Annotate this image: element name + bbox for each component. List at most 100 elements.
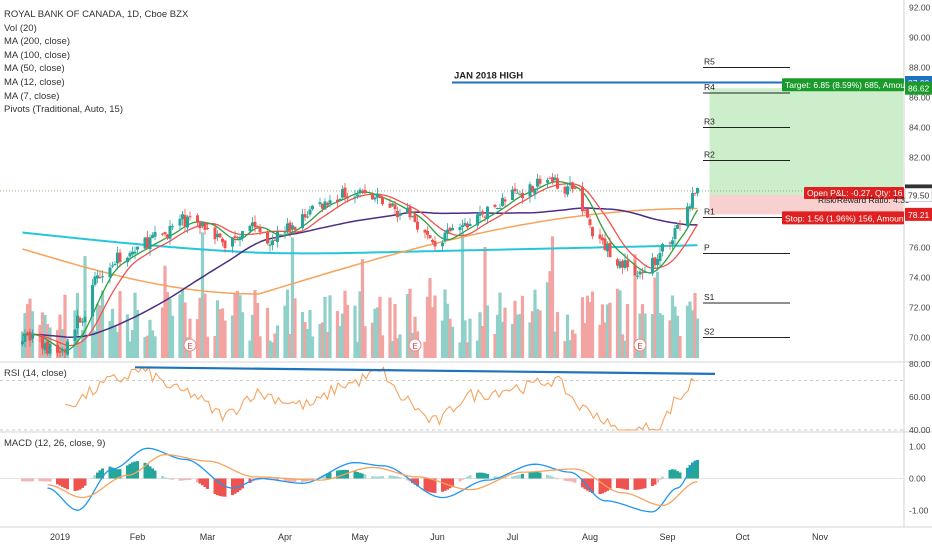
candle-body: [251, 222, 254, 227]
volume-bar: [653, 277, 657, 358]
indicator-ma50[interactable]: MA (50, close): [4, 63, 65, 75]
volume-bar: [293, 298, 297, 358]
volume-bar: [160, 307, 165, 358]
candle-body: [238, 236, 242, 241]
volume-bar: [303, 321, 307, 358]
macd-hist-bar: [528, 471, 532, 479]
candle-body: [528, 184, 532, 197]
volume-bar: [668, 320, 672, 358]
candle-body: [258, 226, 262, 232]
volume-bar: [675, 315, 680, 358]
candle-body: [146, 237, 149, 248]
candle-body: [233, 236, 237, 239]
macd-hist-bar: [301, 478, 304, 482]
volume-bar: [48, 327, 52, 358]
volume-bar: [183, 302, 187, 358]
candle-body: [181, 214, 184, 220]
macd-hist-bar: [181, 478, 184, 481]
macd-hist-bar: [573, 478, 577, 483]
macd-pane-label[interactable]: MACD (12, 26, close, 9): [4, 438, 106, 449]
volume-bar: [553, 331, 557, 358]
candle-body: [283, 232, 287, 234]
candle-body: [496, 208, 499, 210]
pivot-label-r2: R2: [704, 150, 715, 160]
candle-body: [573, 187, 577, 189]
candle-body: [286, 223, 289, 231]
macd-hist-bar: [448, 478, 452, 489]
candle-body: [323, 201, 327, 210]
volume-bar: [345, 304, 350, 358]
volume-bar: [408, 288, 412, 358]
candle-body: [23, 334, 27, 343]
volume-bar: [258, 336, 262, 358]
volume-bar: [695, 318, 700, 358]
macd-hist-bar: [513, 475, 517, 479]
macd-hist-bar: [478, 472, 482, 479]
macd-hist-bar: [566, 478, 569, 482]
indicator-ma200[interactable]: MA (200, close): [4, 36, 70, 48]
macd-hist-bar: [693, 460, 697, 479]
macd-hist-bar: [131, 462, 134, 479]
candle-body: [321, 203, 324, 209]
earnings-marker: [633, 338, 647, 352]
candle-body: [563, 186, 567, 194]
macd-hist-bar: [363, 474, 367, 479]
macd-hist-bar: [691, 462, 694, 479]
candle-body: [586, 208, 589, 218]
volume-bar: [395, 338, 400, 358]
candle-body: [626, 260, 629, 268]
macd-hist-bar: [676, 471, 679, 479]
candle-body: [223, 240, 227, 249]
macd-hist-bar: [391, 475, 394, 479]
candle-body: [513, 188, 517, 192]
macd-hist-bar: [78, 478, 82, 490]
indicator-ma12[interactable]: MA (12, close): [4, 76, 65, 88]
price-tick: 76.00: [909, 243, 931, 253]
macd-hist-bar: [336, 470, 339, 479]
volume-bar: [440, 320, 445, 358]
pivot-label-p: P: [704, 243, 710, 253]
candle-body: [553, 177, 557, 180]
candle-body: [396, 210, 399, 218]
macd-hist-bar: [388, 475, 392, 479]
time-tick: Mar: [200, 532, 216, 542]
candle-body: [406, 207, 409, 213]
indicator-vol[interactable]: Vol (20): [4, 22, 37, 34]
candle-body: [668, 242, 672, 244]
candle-body: [81, 321, 84, 323]
volume-bar: [170, 315, 175, 358]
candle-body: [213, 227, 217, 240]
volume-bar: [475, 340, 480, 358]
macd-hist-bar: [553, 477, 557, 479]
symbol-title[interactable]: ROYAL BANK OF CANADA, 1D, Cboe BZX: [4, 9, 189, 20]
indicator-ma7[interactable]: MA (7, close): [4, 90, 60, 102]
candle-body: [43, 343, 47, 351]
price-badge-box: [905, 207, 932, 221]
macd-hist-bar: [371, 476, 374, 479]
indicator-ma100[interactable]: MA (100, close): [4, 49, 70, 61]
rsi-pane-label[interactable]: RSI (14, close): [4, 368, 67, 379]
volume-bar: [130, 330, 135, 358]
volume-bar: [45, 324, 50, 358]
macd-hist-bar: [688, 465, 692, 479]
time-tick: Jun: [430, 532, 445, 542]
macd-hist-bar: [546, 474, 549, 479]
macd-hist-bar: [291, 478, 294, 482]
macd-hist-bar: [661, 476, 664, 479]
volume-bar: [690, 310, 695, 358]
macd-hist-bar: [293, 478, 297, 482]
macd-hist-bar: [426, 478, 429, 492]
macd-hist-bar: [598, 478, 602, 495]
candle-body: [266, 232, 269, 244]
volume-bar: [125, 314, 130, 358]
chart-legend: ROYAL BANK OF CANADA, 1D, Cboe BZX Vol (…: [4, 8, 188, 117]
candle-body: [643, 272, 647, 274]
macd-hist-bar: [496, 476, 499, 479]
candle-body: [381, 197, 384, 205]
volume-bar: [218, 309, 222, 358]
candle-body: [551, 177, 554, 182]
candle-body: [391, 203, 394, 206]
indicator-pivots[interactable]: Pivots (Traditional, Auto, 15): [4, 104, 123, 116]
